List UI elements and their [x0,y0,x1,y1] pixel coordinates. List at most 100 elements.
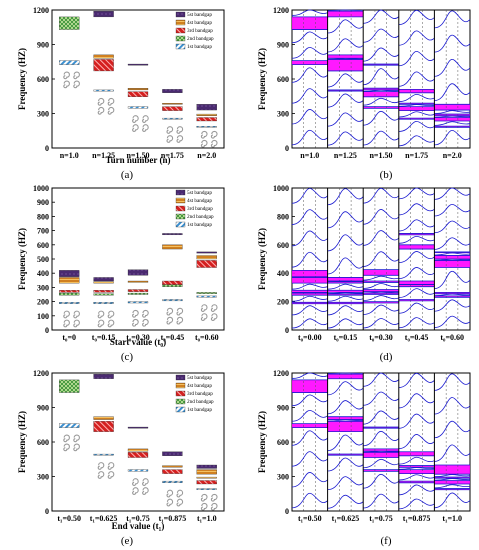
spiral-stroke [63,434,70,443]
bandgap-bar [127,289,149,292]
dispersion-branch [434,10,471,29]
dispersion-branch [363,458,400,469]
dispersion-branch [398,219,435,232]
y-tick-label: 400 [277,269,289,278]
y-tick-label: 900 [37,198,49,207]
gap-band [363,64,399,66]
dispersion-branch [327,19,364,34]
panel-b: 0 300 600 900 1200 Frequency (HZ) n=1.0 n=1.25 n… [257,6,471,181]
y-tick-label: 600 [277,438,289,447]
dispersion-branch [363,283,399,289]
gap-band [434,114,470,116]
x-tick-label: t₁=0.875 [159,514,187,523]
legend: 5st bandgap 4st bandgap 3rd bandgap 2nd ban… [175,189,214,228]
bandgap-bar [93,281,114,284]
gap-band [434,477,470,479]
gap-band [327,374,364,379]
spiral-stroke [210,493,218,502]
panels-layer: 0 300 600 900 1200 Frequency (HZ) n=1.0 n=1.25 n… [17,6,471,547]
legend-item: 5st bandgap [187,190,212,196]
dispersion-branch [363,410,400,425]
dispersion-branch [363,295,399,301]
spiral-stroke [132,309,139,318]
gap-band [398,299,435,301]
x-tick-label: n=2.0 [443,151,462,160]
bandgap-bar [93,10,114,18]
legend-swatch [175,43,186,50]
y-tick-label: 1200 [33,369,49,378]
legend-item: 5st bandgap [187,12,212,18]
x-tick-label: n=1.25 [92,151,115,160]
dispersion-branch [434,83,471,102]
dispersion-branch [434,115,471,118]
dispersion-branch [363,391,400,406]
dispersion-branch [434,478,471,481]
legend-swatch [175,221,186,228]
unit-cell-spiral-icon [97,462,115,479]
dispersion-branch [363,473,400,489]
gap-band [327,293,364,296]
legend-swatch [175,374,186,381]
dispersion-branch [291,305,328,316]
dispersion-branch [398,251,435,264]
dispersion-branch [434,420,471,439]
legend-swatch [175,27,186,34]
dispersion-branch [291,67,328,83]
gap-band [327,11,364,17]
legend-item: 4st bandgap [187,198,212,204]
gap-band [363,301,399,304]
dispersion-branch [363,372,400,387]
legend-item: 2nd bandgap [187,399,214,405]
dispersion-branch [398,187,435,200]
y-tick-label: 0 [45,507,49,516]
y-axis-label: Frequency (HZ) [257,48,267,110]
spiral-stroke [200,130,208,139]
gap-band [434,295,470,298]
x-tick-label: n=1.0 [300,151,319,160]
spiral-stroke [166,316,174,325]
bandgap-bar [162,284,183,287]
gap-band [363,269,399,276]
legend: 5st bandgap 4st bandgap 3rd bandgap 2nd ban… [175,374,214,413]
bandgap-bar [59,302,80,304]
y-tick-label: 1200 [273,6,289,15]
y-tick-label: 200 [277,298,289,307]
dispersion-branch [434,270,471,290]
dispersion-branch [363,47,400,62]
x-tick-label: n=1.25 [334,151,357,160]
legend-swatch [175,398,186,405]
x-tick-label: t₀=0.30 [126,333,150,342]
dispersion-branch [363,493,400,509]
dispersion-branch [398,456,435,465]
spiral-stroke [176,126,184,134]
dispersion-branch [363,209,400,225]
spiral-stroke [107,106,115,115]
x-tick-label: t₁=1.0 [197,514,217,523]
bandgap-bar [93,89,114,92]
dispersion-branch [434,492,471,509]
dispersion-branch [363,187,400,204]
y-axis-label: Frequency (HZ) [17,228,27,290]
dispersion-branch [291,251,328,268]
dispersion-branch [434,373,471,391]
dispersion-branch [398,121,435,132]
bandgap-bar [196,488,217,490]
dispersion-branch [398,30,435,46]
spiral-stroke [63,80,70,89]
y-tick-label: 100 [37,312,49,321]
dispersion-branch [291,410,328,422]
dispersion-branch [327,234,364,252]
x-tick-label: t₁=0.625 [90,514,118,523]
dispersion-branch [434,220,471,234]
bandgap-bar [196,464,217,469]
gap-band [434,126,470,128]
dispersion-branch [327,400,364,415]
bandgap-bar [127,106,149,109]
dispersion-branch [434,293,471,296]
panel-caption: (d) [380,351,393,363]
y-tick-label: 500 [37,255,49,264]
gap-band [292,290,328,293]
spiral-stroke [200,139,208,148]
spiral-stroke [97,471,105,479]
x-tick-label: t₁=1.0 [442,514,462,523]
